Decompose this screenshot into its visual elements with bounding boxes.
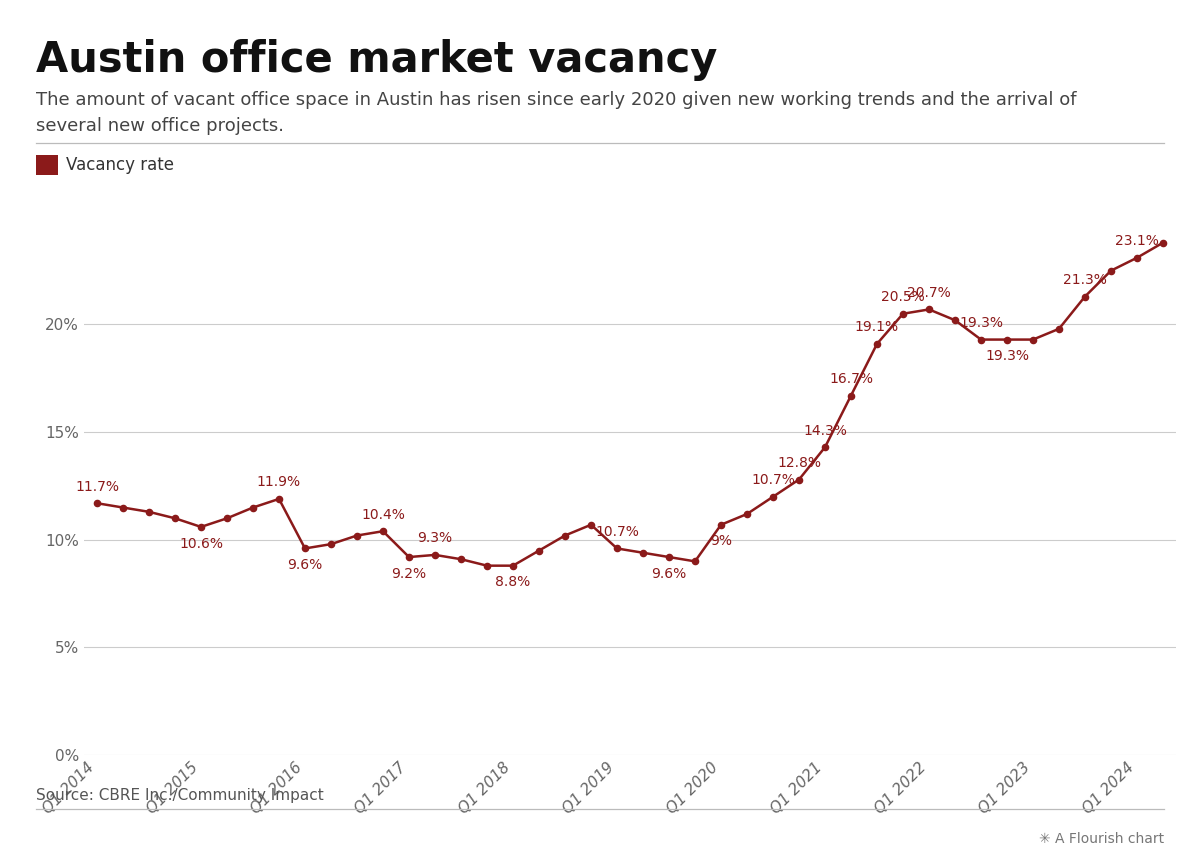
Text: 10.4%: 10.4% [361,508,404,522]
Point [269,492,289,506]
Point [1153,236,1172,250]
Text: Vacancy rate: Vacancy rate [66,156,174,174]
Text: Source: CBRE Inc./Community Impact: Source: CBRE Inc./Community Impact [36,788,324,803]
Point [997,332,1016,346]
Point [607,542,626,556]
Point [763,490,782,503]
Point [868,337,887,351]
Text: 14.3%: 14.3% [803,424,847,437]
Point [400,550,419,564]
Point [893,306,913,320]
Text: several new office projects.: several new office projects. [36,117,284,135]
Text: 11.9%: 11.9% [257,475,301,490]
Point [1102,264,1121,278]
Point [1024,332,1043,346]
Point [504,559,523,573]
Text: 10.7%: 10.7% [751,473,794,487]
Text: 20.5%: 20.5% [881,290,925,304]
Point [660,550,679,564]
Point [373,524,392,538]
Text: 23.1%: 23.1% [1115,234,1159,248]
Point [972,332,991,346]
Text: 19.1%: 19.1% [854,320,899,334]
Point [816,440,835,454]
Point [139,505,158,519]
Point [582,518,601,532]
Text: 11.7%: 11.7% [76,479,119,494]
Point [841,389,860,403]
Text: 19.3%: 19.3% [985,349,1030,364]
Point [244,501,263,515]
Point [790,472,809,486]
Point [166,511,185,525]
Text: 10.7%: 10.7% [595,525,638,539]
Point [529,543,548,557]
Text: 10.6%: 10.6% [179,536,223,550]
Text: 8.8%: 8.8% [496,575,530,589]
Point [946,313,965,327]
Point [685,555,704,569]
Text: 21.3%: 21.3% [1063,273,1106,286]
Point [556,529,575,542]
Text: Austin office market vacancy: Austin office market vacancy [36,39,718,81]
Point [634,546,653,560]
Text: The amount of vacant office space in Austin has risen since early 2020 given new: The amount of vacant office space in Aus… [36,91,1076,109]
Text: 12.8%: 12.8% [778,456,821,470]
Point [322,537,341,551]
Point [348,529,367,542]
Point [192,520,211,534]
Point [295,542,314,556]
Point [737,507,757,521]
Text: 9.6%: 9.6% [287,558,323,572]
Point [114,501,133,515]
Point [426,548,445,562]
Text: 9.3%: 9.3% [418,531,452,545]
Text: 9%: 9% [710,535,732,549]
Point [1049,322,1069,336]
Text: 9.6%: 9.6% [652,567,686,581]
Point [919,302,938,316]
Point [1075,290,1094,304]
Point [217,511,236,525]
Text: 16.7%: 16.7% [829,372,874,386]
Point [88,496,107,510]
Text: 9.2%: 9.2% [391,567,426,581]
Text: ✳ A Flourish chart: ✳ A Flourish chart [1039,832,1164,846]
Text: 20.7%: 20.7% [907,286,950,299]
Point [1128,251,1147,265]
Point [478,559,497,573]
Point [451,552,470,566]
Text: 19.3%: 19.3% [959,316,1003,330]
Point [712,518,731,532]
